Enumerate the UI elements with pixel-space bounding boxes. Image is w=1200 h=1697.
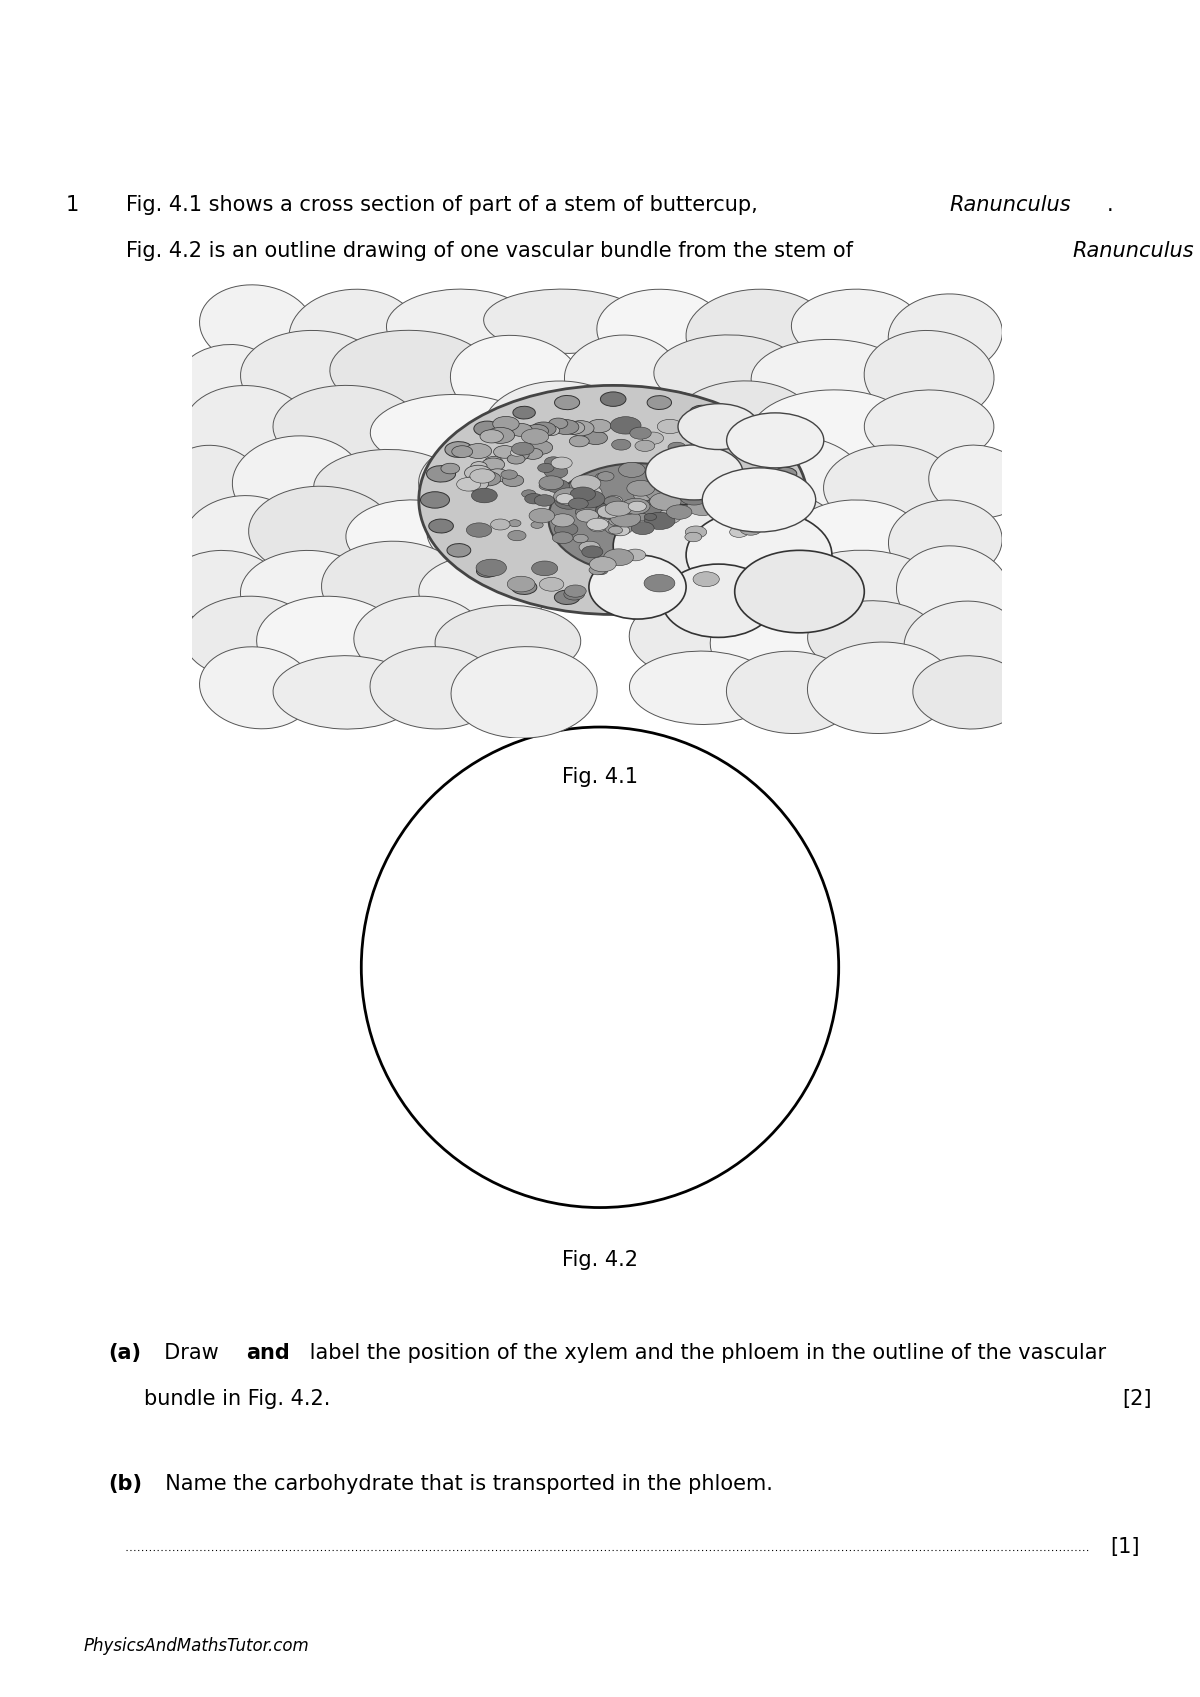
Text: Ranunculus: Ranunculus bbox=[1073, 241, 1194, 261]
Text: 1: 1 bbox=[66, 195, 79, 216]
Text: Fig. 4.2: Fig. 4.2 bbox=[562, 1251, 638, 1269]
Text: Draw: Draw bbox=[150, 1344, 224, 1363]
Text: Ranunculus: Ranunculus bbox=[949, 195, 1072, 216]
Text: bundle in Fig. 4.2.: bundle in Fig. 4.2. bbox=[144, 1390, 330, 1409]
Text: [1]: [1] bbox=[1110, 1537, 1140, 1556]
Text: Fig. 4.1 shows a cross section of part of a stem of buttercup,: Fig. 4.1 shows a cross section of part o… bbox=[126, 195, 764, 216]
Text: PhysicsAndMathsTutor.com: PhysicsAndMathsTutor.com bbox=[84, 1636, 310, 1655]
Text: Name the carbohydrate that is transported in the phloem.: Name the carbohydrate that is transporte… bbox=[152, 1475, 773, 1493]
Text: and: and bbox=[246, 1344, 290, 1363]
Text: label the position of the xylem and the phloem in the outline of the vascular: label the position of the xylem and the … bbox=[302, 1344, 1106, 1363]
Text: [2]: [2] bbox=[1122, 1390, 1152, 1409]
Text: .: . bbox=[1106, 195, 1114, 216]
Text: Fig. 4.2 is an outline drawing of one vascular bundle from the stem of: Fig. 4.2 is an outline drawing of one va… bbox=[126, 241, 859, 261]
Text: (b): (b) bbox=[108, 1475, 142, 1493]
Text: Fig. 4.1: Fig. 4.1 bbox=[562, 767, 638, 787]
Text: (a): (a) bbox=[108, 1344, 142, 1363]
